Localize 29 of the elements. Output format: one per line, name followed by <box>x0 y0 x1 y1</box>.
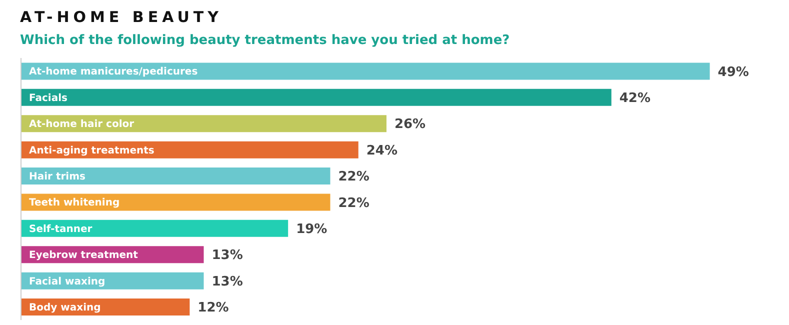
data-label: 24% <box>366 143 398 158</box>
bar <box>21 220 288 237</box>
data-label: 22% <box>338 196 370 211</box>
data-label: 13% <box>212 248 243 264</box>
bar <box>21 168 330 185</box>
data-label: 49% <box>718 64 749 80</box>
data-label: 19% <box>296 222 328 237</box>
data-label: 26% <box>394 117 426 132</box>
y-tick-label: Facials <box>29 92 68 104</box>
data-label: 12% <box>198 300 229 316</box>
y-tick-label: Teeth whitening <box>29 198 120 209</box>
bar <box>21 141 358 158</box>
bar <box>21 88 612 106</box>
bar <box>21 62 710 80</box>
data-label: 22% <box>338 170 370 185</box>
bar <box>21 115 386 132</box>
chart-title: AT-HOME BEAUTY <box>20 8 224 26</box>
bar <box>21 194 330 211</box>
y-tick-label: Body waxing <box>29 302 101 314</box>
chart-subtitle: Which of the following beauty treatments have you tried at home? <box>20 32 511 50</box>
y-tick-label: Eyebrow treatment <box>29 250 138 262</box>
y-tick-label: Hair trims <box>29 172 86 183</box>
y-tick-label: At-home manicures/pedicures <box>29 66 198 78</box>
y-tick-label: Facial waxing <box>29 276 106 288</box>
y-tick-label: Anti-aging treatments <box>29 145 154 156</box>
data-label: 42% <box>619 90 651 106</box>
y-tick-label: Self-tanner <box>29 224 92 235</box>
data-label: 13% <box>212 274 243 290</box>
y-tick-label: At-home hair color <box>29 119 134 130</box>
